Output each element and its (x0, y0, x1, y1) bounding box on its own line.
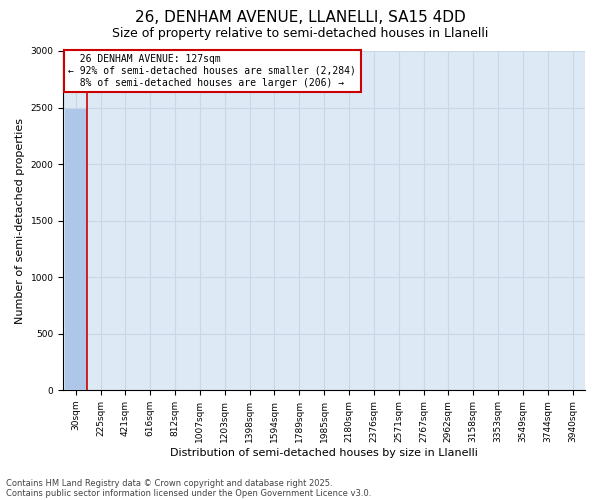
X-axis label: Distribution of semi-detached houses by size in Llanelli: Distribution of semi-detached houses by … (170, 448, 478, 458)
Text: Size of property relative to semi-detached houses in Llanelli: Size of property relative to semi-detach… (112, 28, 488, 40)
Y-axis label: Number of semi-detached properties: Number of semi-detached properties (15, 118, 25, 324)
Bar (65, 108, 87, 390)
Text: Contains HM Land Registry data © Crown copyright and database right 2025.: Contains HM Land Registry data © Crown c… (6, 478, 332, 488)
Text: Contains public sector information licensed under the Open Government Licence v3: Contains public sector information licen… (6, 488, 371, 498)
Text: 26, DENHAM AVENUE, LLANELLI, SA15 4DD: 26, DENHAM AVENUE, LLANELLI, SA15 4DD (134, 10, 466, 25)
Text: 26 DENHAM AVENUE: 127sqm
← 92% of semi-detached houses are smaller (2,284)
  8% : 26 DENHAM AVENUE: 127sqm ← 92% of semi-d… (68, 54, 356, 88)
